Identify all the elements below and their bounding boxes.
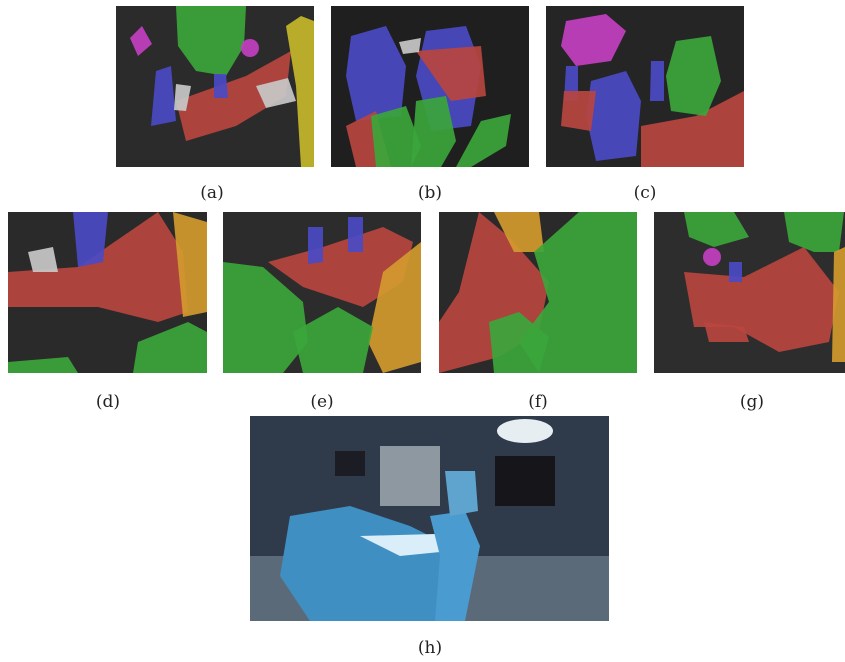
caption: (g) <box>740 392 764 412</box>
caption: (f) <box>528 392 548 412</box>
panel-d-image <box>8 212 207 373</box>
caption: (b) <box>418 183 442 203</box>
figure: (a) (b) (c) (d) (e) (f) (g) (h) <box>0 0 845 662</box>
caption: (c) <box>634 183 657 203</box>
panel-a-image <box>116 6 314 167</box>
panel-g-image <box>654 212 845 373</box>
panel-c-image <box>546 6 744 167</box>
caption: (a) <box>200 183 223 203</box>
panel-h-image <box>250 416 609 621</box>
caption: (d) <box>96 392 120 412</box>
caption: (h) <box>418 638 442 658</box>
panel-f-image <box>439 212 637 373</box>
caption: (e) <box>310 392 333 412</box>
panel-b-image <box>331 6 529 167</box>
panel-e-image <box>223 212 421 373</box>
